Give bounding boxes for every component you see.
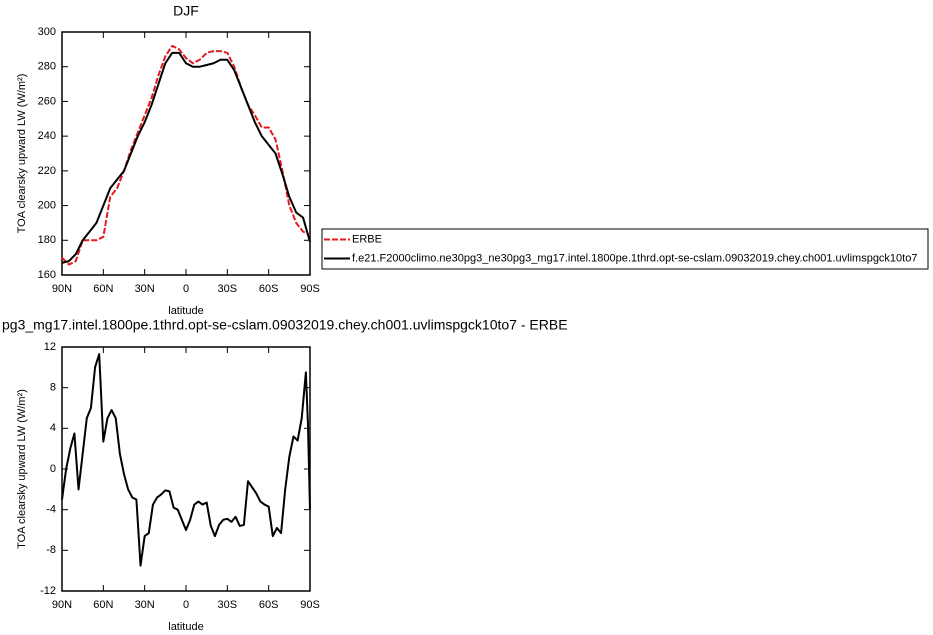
y-tick-label: 180	[38, 234, 56, 246]
legend-label: ERBE	[352, 233, 382, 245]
y-tick-label: -4	[46, 504, 56, 516]
y-tick-label: 220	[38, 165, 56, 177]
data-line	[61, 353, 311, 567]
x-tick-label: 60N	[93, 599, 113, 611]
data-line	[61, 51, 311, 264]
x-tick-label: 90N	[52, 599, 72, 611]
x-axis-label: latitude	[168, 621, 203, 633]
y-tick-label: 12	[44, 341, 56, 353]
x-tick-label: 90S	[300, 599, 320, 611]
y-tick-label: -8	[46, 544, 56, 556]
y-tick-label: 8	[50, 382, 56, 394]
x-axis-label: latitude	[168, 305, 203, 317]
x-tick-label: 30N	[135, 283, 155, 295]
data-line	[61, 44, 311, 266]
y-tick-label: 280	[38, 61, 56, 73]
legend-label: f.e21.F2000climo.ne30pg3_ne30pg3_mg17.in…	[352, 252, 917, 264]
y-tick-label: 200	[38, 199, 56, 211]
y-tick-label: 0	[50, 463, 56, 475]
x-tick-label: 30N	[135, 599, 155, 611]
x-tick-label: 0	[183, 599, 189, 611]
y-tick-label: 240	[38, 130, 56, 142]
x-tick-label: 30S	[218, 283, 238, 295]
x-tick-label: 90N	[52, 283, 72, 295]
x-tick-label: 0	[183, 283, 189, 295]
chart-title: DJF	[173, 3, 199, 19]
y-tick-label: 300	[38, 26, 56, 38]
y-tick-label: 260	[38, 95, 56, 107]
x-tick-label: 90S	[300, 283, 320, 295]
x-tick-label: 60S	[259, 283, 279, 295]
y-tick-label: 4	[50, 422, 56, 434]
y-tick-label: 160	[38, 269, 56, 281]
x-tick-label: 30S	[218, 599, 238, 611]
y-tick-label: -12	[40, 585, 56, 597]
legend-box	[321, 228, 929, 270]
chart-title: pg3_mg17.intel.1800pe.1thrd.opt-se-cslam…	[2, 317, 568, 333]
x-tick-label: 60N	[93, 283, 113, 295]
y-axis-label: TOA clearsky upward LW (W/m²)	[16, 389, 28, 549]
x-tick-label: 60S	[259, 599, 279, 611]
y-axis-label: TOA clearsky upward LW (W/m²)	[16, 74, 28, 234]
